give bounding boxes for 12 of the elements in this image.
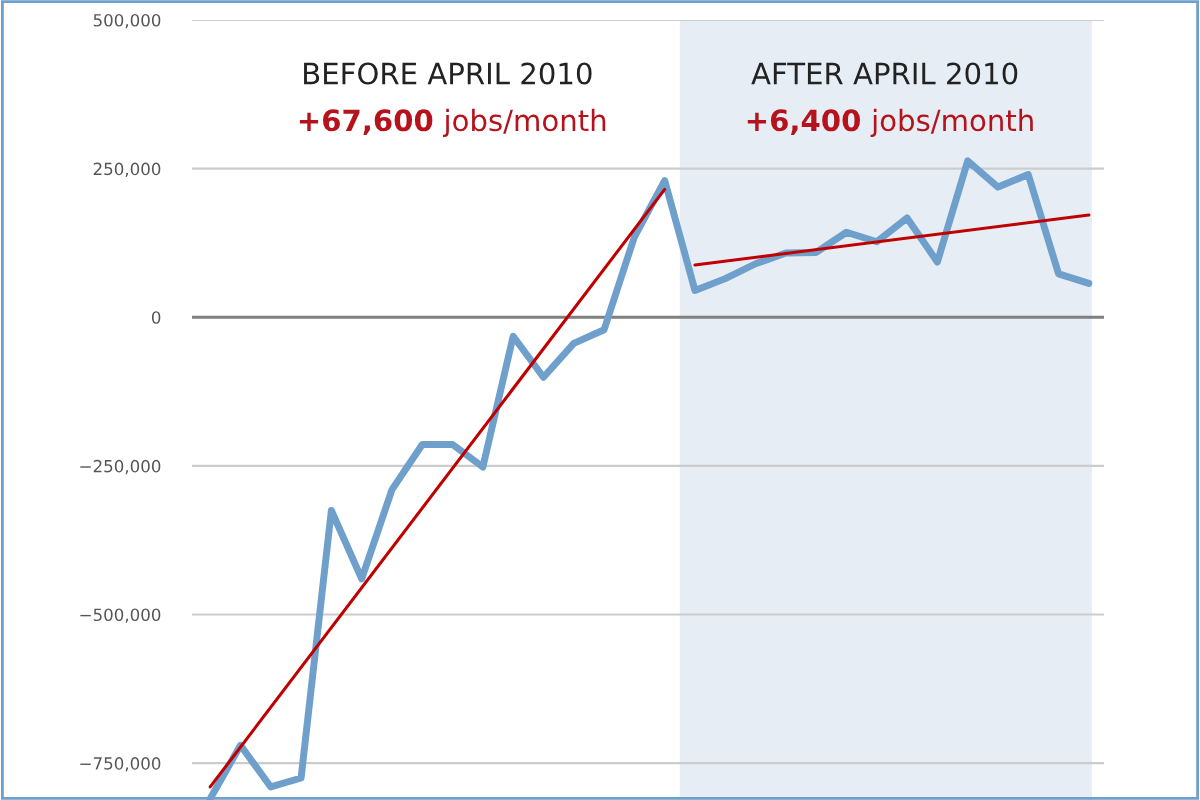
annotation: jobs/month — [870, 108, 1033, 137]
y-tick-label: −500,000 — [80, 608, 161, 623]
y-tick-label: 250,000 — [93, 162, 161, 177]
y-tick-label: −250,000 — [80, 459, 161, 475]
annotation: jobs/month — [442, 108, 606, 137]
annotation: +6,400 — [747, 109, 860, 136]
y-tick-label: 500,000 — [93, 13, 161, 29]
annotation: +67,600 — [299, 109, 433, 136]
y-tick-label: −750,000 — [80, 757, 161, 772]
annotation: BEFORE APRIL 2010 — [304, 62, 592, 85]
y-tick-label: 0 — [151, 311, 161, 324]
annotation: AFTER APRIL 2010 — [751, 62, 1018, 85]
